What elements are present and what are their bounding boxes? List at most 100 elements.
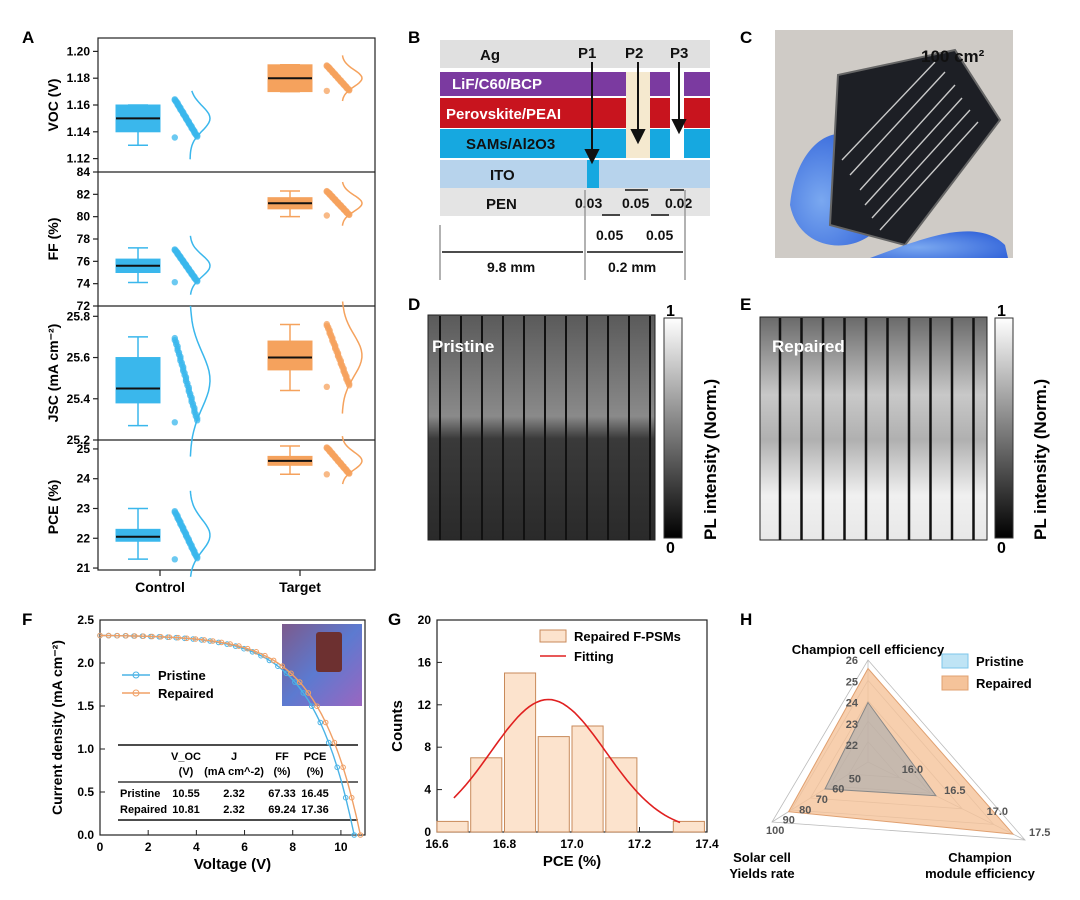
jv-point-repaired-30 (227, 641, 233, 647)
radar-tick-0-2: 24 (846, 698, 859, 710)
layer-label-ito: ITO (490, 167, 515, 184)
table-row-repaired-name: Repaired (120, 804, 167, 816)
panel-f-frame (99, 619, 366, 836)
scatter-point-a0-0-40 (188, 125, 195, 132)
y-axis-label-f: Current density (mA cm⁻²) (49, 640, 65, 815)
spacing-label-1: 0.05 (596, 227, 623, 243)
table-row-pristine-pce: 16.45 (301, 788, 329, 800)
layer-perovskite (440, 98, 710, 128)
panel-label-a: A (22, 28, 34, 47)
panel-label-c: C (740, 28, 752, 47)
y-tick-label-a1-1: 74 (77, 277, 91, 291)
colorbar-e-title: PL intensity (Norm.) (1031, 379, 1050, 540)
histogram-bar-3 (537, 736, 570, 833)
jv-point-repaired-52 (322, 719, 329, 726)
glove-right (870, 231, 1008, 258)
table-row-repaired-pce: 17.36 (301, 804, 329, 816)
jv-point-pristine-56 (334, 764, 341, 771)
table-head-ff: FF (275, 751, 289, 763)
scatter-point-a3-0-41 (191, 550, 198, 557)
table-row-pristine-ff: 67.33 (268, 788, 296, 800)
jv-point-repaired-8 (131, 633, 138, 639)
layer-labels: Ag LiF/C60/BCP Perovskite/PEAI SAMs/Al2O… (446, 47, 561, 213)
jv-point-repaired-22 (192, 636, 199, 642)
radar-tick-1-0: 16.0 (902, 764, 923, 776)
radar-tick-2-3: 80 (799, 804, 811, 816)
density-curve-a0-1 (341, 55, 363, 102)
x-axis-label-g: PCE (%) (543, 853, 601, 870)
scatter-point-a0-0-36 (177, 106, 184, 113)
scribe-label-p1: P1 (578, 45, 596, 62)
box-a2-0 (115, 357, 161, 404)
legend-label-f-1: Repaired (158, 686, 214, 701)
density-curve-a2-0 (189, 305, 211, 457)
y-axis-label-a3: PCE (%) (45, 480, 61, 534)
table-unit-j: (mA cm^-2) (204, 766, 264, 778)
scatter-point-a2-1-0 (323, 383, 330, 390)
x-tick-label-f-5: 10 (334, 840, 348, 854)
y-tick-label-a1-4: 80 (77, 210, 91, 224)
scatter-point-a0-1-0 (323, 87, 330, 95)
jv-point-repaired-46 (296, 679, 303, 685)
jv-point-pristine-50 (309, 703, 315, 710)
legend-label-fit: Fitting (574, 649, 614, 664)
density-curve-a3-0 (189, 490, 211, 577)
table-unit-voc: (V) (179, 766, 194, 778)
colorbar-e (994, 317, 1014, 539)
density-curve-a1-0 (189, 235, 211, 295)
scatter-point-a3-1-0 (323, 471, 330, 478)
density-curve-a0-0 (189, 90, 211, 160)
y-tick-label-a2-1: 25.4 (67, 392, 91, 406)
gap-dimension-labels: 0.03 0.05 0.02 0.05 0.05 9.8 mm 0.2 mm (487, 195, 692, 275)
jv-point-repaired-14 (158, 634, 164, 640)
dimension-lines (439, 189, 686, 280)
scatter-point-a2-0-37 (180, 367, 187, 375)
panel-a-box-plots: Control Target 1.12 1.14 1.16 1.18 1.20 VOC (… (45, 37, 376, 595)
jv-point-repaired-60 (357, 832, 364, 838)
jv-point-repaired-58 (348, 794, 355, 801)
jv-point-repaired-48 (305, 690, 312, 696)
layer-pen (440, 188, 710, 216)
y-tick-label-g-3: 12 (418, 698, 432, 712)
pl-stripe-lines-repaired (778, 318, 975, 540)
scatter-point-a3-0-37 (180, 526, 187, 534)
colorbar-d-max: 1 (666, 303, 675, 320)
y-tick-label-a1-5: 82 (77, 187, 91, 201)
area-label: 100 cm² (921, 47, 985, 66)
panel-a-xlabel-control: Control (135, 579, 185, 595)
scatter-point-a2-1-34 (323, 322, 330, 329)
panel-label-h: H (740, 610, 752, 629)
y-tick-label-a2-3: 25.8 (67, 309, 91, 323)
jv-point-repaired-42 (279, 663, 286, 670)
y-axis-label-a1: FF (%) (45, 218, 61, 261)
x-tick-label-f-0: 0 (97, 840, 104, 854)
scribe-label-p3: P3 (670, 45, 688, 62)
scatter-point-a2-0-35 (174, 347, 181, 354)
panel-label-b: B (408, 28, 420, 47)
radar-axis-label-cell: Champion cell efficiency (792, 642, 945, 657)
radar-tick-2-1: 60 (832, 784, 844, 796)
radar-tick-2-4: 90 (783, 815, 795, 827)
histogram-bar-2 (504, 672, 537, 833)
scatter-point-a0-0-41 (191, 129, 198, 136)
x-tick-label-g-2: 17.0 (560, 837, 584, 851)
p1-scribe-fill (587, 160, 599, 188)
density-curve-a1-1 (341, 181, 363, 226)
radar-tick-2-0: 50 (849, 773, 861, 785)
panel-f-jv-curve: V_OC J FF PCE (V) (mA cm^-2) (%) (%) Pri… (49, 613, 366, 873)
panel-d-pl-image: Pristine 1 0 PL intensity (Norm.) (427, 303, 720, 557)
scatter-point-a0-0-37 (180, 111, 187, 118)
jv-point-repaired-34 (244, 645, 251, 652)
table-row-pristine-voc: 10.55 (172, 788, 200, 800)
table-head-j: J (231, 751, 237, 763)
radar-tick-2-5: 100 (766, 825, 784, 837)
jv-point-repaired-16 (166, 634, 173, 641)
y-tick-label-f-2: 1.0 (77, 742, 94, 756)
jv-point-repaired-54 (331, 739, 338, 746)
panel-a-xlabel-target: Target (279, 579, 321, 595)
y-axis-label-a2: JSC (mA cm⁻²) (45, 324, 61, 423)
panel-label-f: F (22, 610, 32, 629)
scribe-arrows (584, 62, 687, 165)
scatter-point-a2-1-39 (337, 360, 344, 368)
jv-point-pristine-60 (351, 832, 358, 838)
